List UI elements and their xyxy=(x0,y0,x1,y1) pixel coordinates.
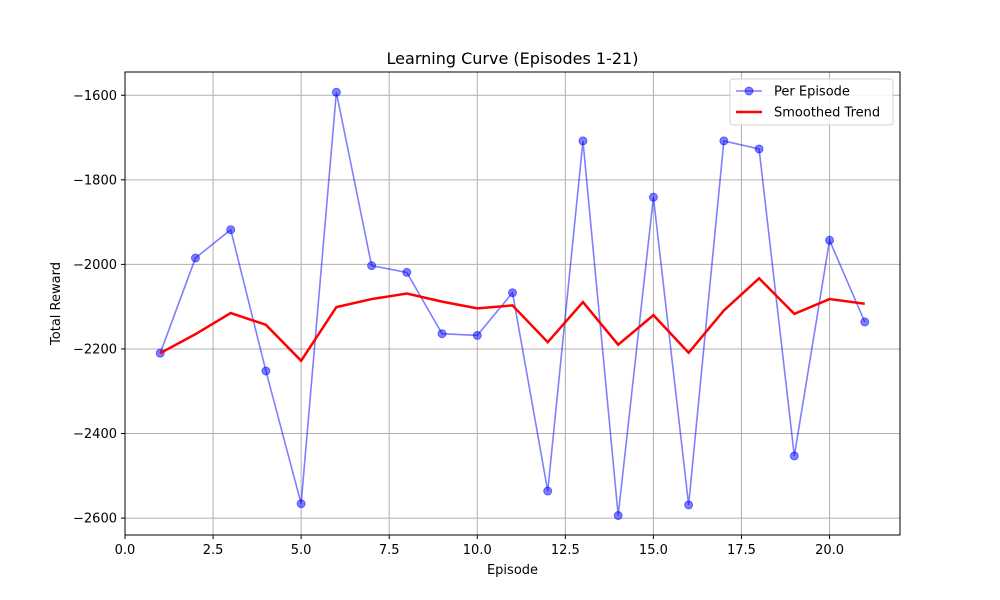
per-episode-point xyxy=(261,366,271,376)
x-tick-label: 17.5 xyxy=(727,543,756,558)
per-episode-point xyxy=(331,87,341,97)
per-episode-point xyxy=(578,136,588,146)
per-episode-point xyxy=(684,500,694,510)
legend: Per Episode Smoothed Trend xyxy=(729,78,894,126)
y-axis-ticks: −2600 −2400 −2200 −2000 −1800 −1600 xyxy=(73,89,125,527)
per-episode-point xyxy=(402,267,412,277)
y-tick-label: −2200 xyxy=(73,342,117,357)
legend-entry: Smoothed Trend xyxy=(736,106,880,121)
x-tick-label: 12.5 xyxy=(551,543,580,558)
legend-label: Smoothed Trend xyxy=(774,106,880,121)
x-tick-label: 0.0 xyxy=(115,543,136,558)
per-episode-point xyxy=(543,486,553,496)
per-episode-point xyxy=(367,261,377,271)
x-axis-ticks: 0.0 2.5 5.0 7.5 10.0 12.5 15.0 17.5 20.0 xyxy=(115,535,844,558)
per-episode-point xyxy=(296,499,306,509)
chart-title: Learning Curve (Episodes 1-21) xyxy=(387,49,639,68)
y-axis-label: Total Reward xyxy=(49,262,64,346)
per-episode-point xyxy=(860,317,870,327)
per-episode-point xyxy=(719,136,729,146)
per-episode-point xyxy=(226,225,236,235)
y-tick-label: −1600 xyxy=(73,89,117,104)
per-episode-point xyxy=(613,511,623,521)
y-tick-label: −2400 xyxy=(73,427,117,442)
x-axis-label: Episode xyxy=(487,563,538,578)
grid-lines xyxy=(124,72,900,535)
y-tick-label: −2000 xyxy=(73,258,117,273)
y-tick-label: −2600 xyxy=(73,512,117,527)
legend-marker xyxy=(744,86,754,96)
legend-entry: Per Episode xyxy=(736,85,850,100)
per-episode-point xyxy=(472,330,482,340)
x-tick-label: 5.0 xyxy=(291,543,312,558)
per-episode-point xyxy=(437,329,447,339)
x-tick-label: 10.0 xyxy=(463,543,492,558)
per-episode-point xyxy=(789,451,799,461)
per-episode-point xyxy=(754,144,764,154)
plot-area-frame xyxy=(124,71,901,536)
x-tick-label: 15.0 xyxy=(639,543,668,558)
per-episode-point xyxy=(648,192,658,202)
per-episode-point xyxy=(825,235,835,245)
smoothed-trend-line xyxy=(159,276,865,363)
y-tick-label: −1800 xyxy=(73,173,117,188)
legend-box xyxy=(729,78,894,126)
per-episode-point xyxy=(190,253,200,263)
series-layer xyxy=(155,87,870,521)
series-per-episode xyxy=(155,87,870,521)
x-tick-label: 20.0 xyxy=(815,543,844,558)
x-tick-label: 2.5 xyxy=(203,543,224,558)
legend-label: Per Episode xyxy=(774,85,850,100)
x-tick-label: 7.5 xyxy=(379,543,400,558)
per-episode-point xyxy=(508,288,517,298)
series-smoothed-trend xyxy=(159,276,865,363)
